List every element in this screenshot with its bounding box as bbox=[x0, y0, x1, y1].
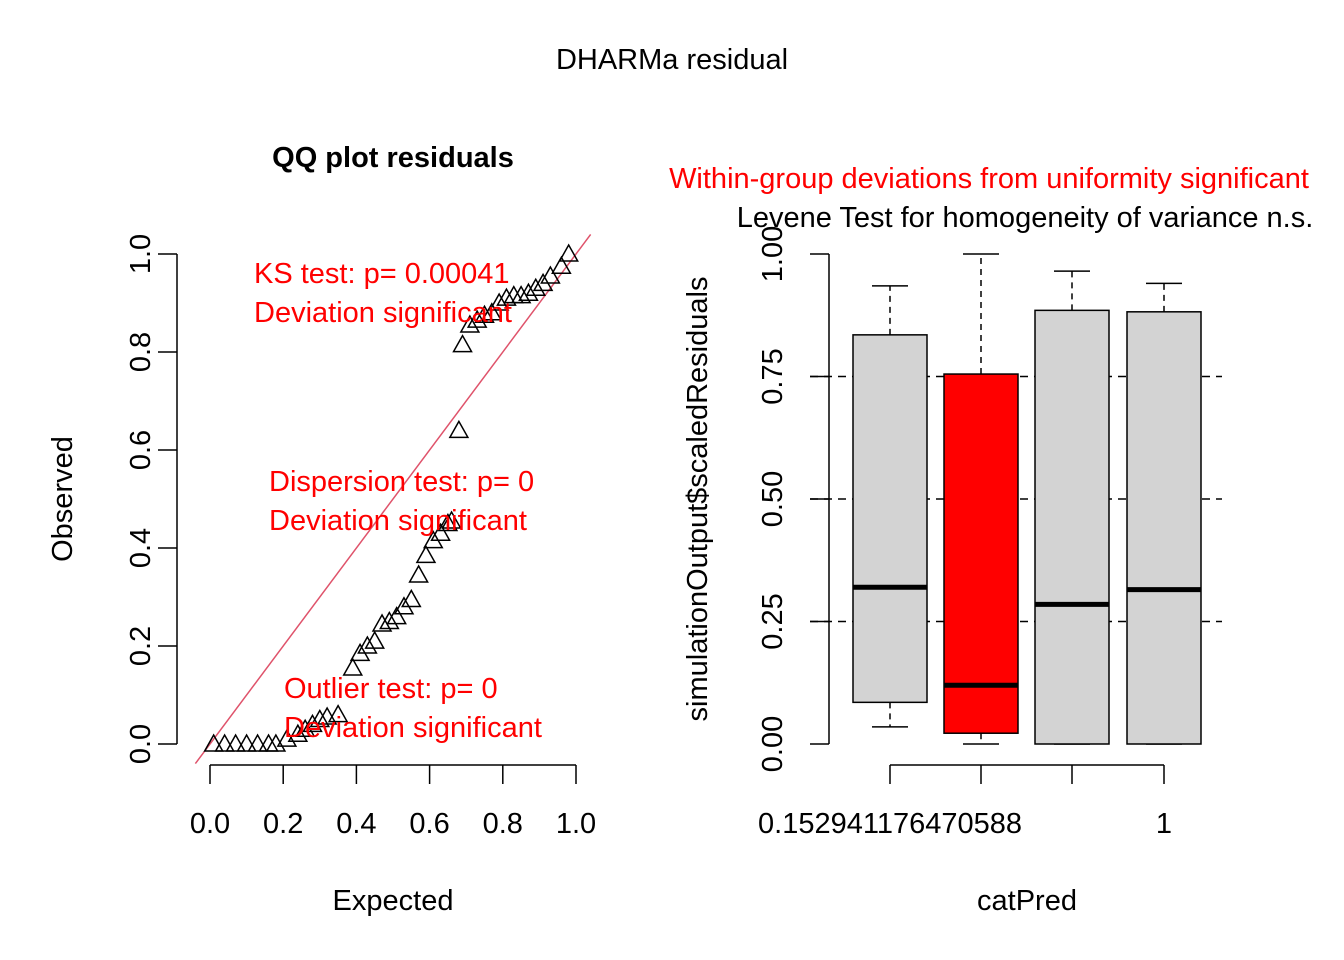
qq-point bbox=[302, 713, 323, 733]
boxplot-title-line-2: Levene Test for homogeneity of variance … bbox=[737, 202, 1314, 234]
qq-y-axis-label: Observed bbox=[47, 436, 79, 562]
boxplot-panel: Within-group deviations from uniformity … bbox=[669, 163, 1313, 917]
qq-point bbox=[309, 708, 331, 728]
qq-point bbox=[203, 733, 224, 752]
boxplot-axes: 0.00 0.25 0.50 0.75 1.00 0.152941176470588 1 bbox=[757, 226, 1172, 840]
qq-point bbox=[379, 610, 400, 630]
qq-y-tick-label: 0.6 bbox=[125, 430, 157, 470]
qq-point bbox=[287, 723, 309, 742]
qq-point bbox=[225, 733, 246, 752]
qq-point bbox=[371, 613, 393, 632]
qq-annotation-1-line-1: KS test: p= 0.00041 bbox=[254, 258, 510, 290]
qq-x-axis-label: Expected bbox=[333, 885, 454, 917]
qq-point bbox=[466, 309, 488, 328]
qq-point bbox=[415, 544, 437, 564]
boxplot-y-tick-label: 0.50 bbox=[757, 471, 789, 527]
qq-point bbox=[327, 704, 349, 723]
qq-annotation-1-line-2: Deviation significant bbox=[254, 297, 512, 329]
boxplot-y-tick-label: 0.75 bbox=[757, 348, 789, 404]
qq-point bbox=[441, 510, 462, 529]
box-group-1 bbox=[852, 285, 928, 728]
qq-reference-line bbox=[194, 233, 592, 765]
box-body bbox=[1126, 311, 1202, 745]
box-body bbox=[1034, 309, 1110, 745]
qq-annotation-3-line-1: Outlier test: p= 0 bbox=[284, 673, 498, 705]
boxplot-y-axis-label: simulationOutput$scaledResiduals bbox=[682, 277, 714, 722]
qq-point bbox=[496, 287, 517, 306]
qq-x-tick-label: 0.0 bbox=[190, 808, 230, 840]
qq-point bbox=[401, 588, 422, 608]
qq-x-tick-label: 0.6 bbox=[409, 808, 449, 840]
qq-plot-panel: QQ plot residuals Expected Observed 0.0 0… bbox=[47, 142, 596, 917]
qq-point bbox=[551, 255, 572, 274]
qq-annotations: KS test: p= 0.00041 Deviation significant… bbox=[254, 258, 542, 744]
qq-point bbox=[364, 630, 385, 649]
figure-title: DHARMa residual bbox=[556, 44, 788, 76]
qq-point bbox=[540, 265, 561, 284]
box-body bbox=[943, 373, 1019, 734]
qq-y-tick-label: 0.8 bbox=[125, 332, 157, 372]
qq-x-tick-label: 0.8 bbox=[483, 808, 523, 840]
qq-point bbox=[386, 606, 407, 625]
qq-point bbox=[558, 243, 579, 262]
qq-x-tick-label: 1.0 bbox=[556, 808, 596, 840]
qq-point bbox=[236, 733, 257, 752]
qq-point bbox=[437, 512, 459, 532]
qq-point bbox=[408, 564, 429, 583]
boxplot-y-tick-label: 0.25 bbox=[757, 593, 789, 649]
qq-point bbox=[525, 277, 547, 297]
qq-point bbox=[459, 314, 481, 333]
qq-axes: 0.0 0.2 0.4 0.6 0.8 1.0 0.0 0.2 0.4 0.6 0.8 1.0 bbox=[125, 234, 596, 840]
qq-point bbox=[294, 718, 316, 738]
qq-point bbox=[214, 733, 235, 752]
qq-y-tick-label: 0.0 bbox=[125, 724, 157, 764]
qq-point bbox=[488, 292, 510, 311]
box-group-4 bbox=[1126, 282, 1202, 745]
qq-x-tick-label: 0.2 bbox=[263, 808, 303, 840]
boxplot-boxes bbox=[852, 253, 1202, 745]
qq-x-tick-label: 0.4 bbox=[336, 808, 376, 840]
qq-point bbox=[247, 733, 268, 752]
qq-point bbox=[448, 419, 470, 439]
qq-point bbox=[481, 302, 503, 321]
qq-annotation-2-line-1: Dispersion test: p= 0 bbox=[269, 466, 534, 498]
qq-point bbox=[342, 657, 364, 676]
qq-point bbox=[452, 334, 473, 353]
qq-points bbox=[203, 243, 579, 752]
boxplot-y-tick-label: 1.00 bbox=[757, 226, 789, 282]
qq-annotation-2-line-2: Deviation significant bbox=[269, 505, 527, 537]
box-body bbox=[852, 334, 928, 704]
qq-y-tick-label: 1.0 bbox=[125, 234, 157, 274]
qq-annotation-3-line-2: Deviation significant bbox=[284, 712, 542, 744]
boxplot-y-tick-label: 0.00 bbox=[757, 716, 789, 772]
box-group-3 bbox=[1034, 270, 1110, 745]
qq-point bbox=[430, 522, 451, 542]
boxplot-x-tick-label: 1 bbox=[1156, 808, 1172, 840]
qq-point bbox=[510, 285, 532, 304]
box-group-2 bbox=[943, 253, 1019, 745]
boxplot-title-line-1: Within-group deviations from uniformity … bbox=[669, 163, 1309, 195]
boxplot-x-tick-label: 0.152941176470588 bbox=[758, 808, 1022, 840]
qq-point bbox=[518, 282, 539, 301]
qq-plot-title: QQ plot residuals bbox=[272, 142, 514, 174]
qq-point bbox=[474, 304, 495, 323]
boxplot-x-axis-label: catPred bbox=[977, 885, 1077, 917]
qq-y-tick-label: 0.2 bbox=[125, 626, 157, 666]
qq-y-tick-label: 0.4 bbox=[125, 528, 157, 568]
qq-point bbox=[357, 635, 378, 654]
